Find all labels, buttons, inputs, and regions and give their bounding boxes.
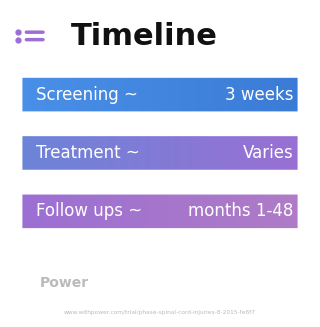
Text: Varies: Varies — [243, 144, 293, 162]
Text: Follow ups ~: Follow ups ~ — [36, 202, 142, 220]
Text: Screening ~: Screening ~ — [36, 86, 138, 104]
Text: months 1-48: months 1-48 — [188, 202, 293, 220]
Text: Timeline: Timeline — [71, 22, 218, 51]
Text: Power: Power — [39, 276, 89, 290]
Text: www.withpower.com/trial/phase-spinal-cord-injuries-8-2015-fe6f7: www.withpower.com/trial/phase-spinal-cor… — [64, 310, 256, 315]
Text: 3 weeks: 3 weeks — [225, 86, 293, 104]
Text: Treatment ~: Treatment ~ — [36, 144, 140, 162]
